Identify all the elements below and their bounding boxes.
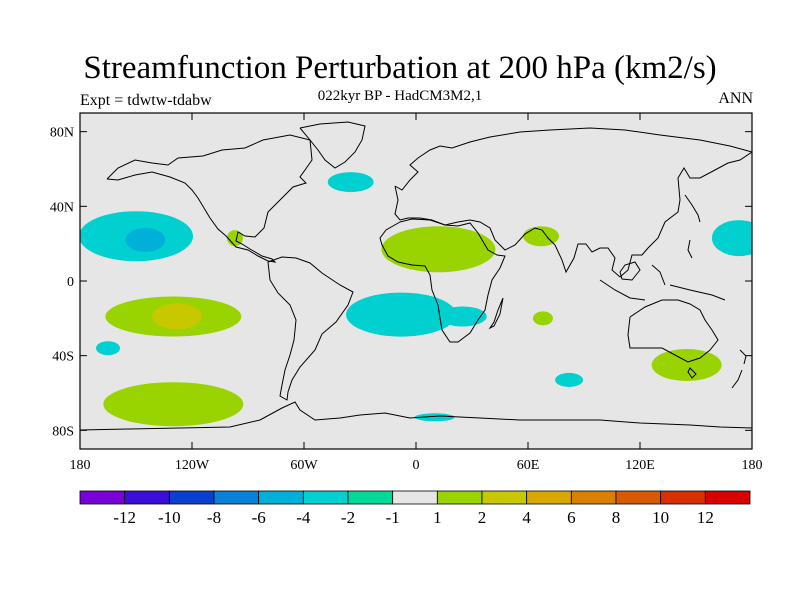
x-tick-label: 120E (625, 458, 655, 473)
x-tick-label: 180 (70, 458, 91, 473)
colorbar-bin (570, 490, 617, 505)
anomaly-southern-ocean-pacific (103, 382, 244, 427)
colorbar-bin (392, 490, 438, 505)
anomaly-north-pacific-core (125, 227, 166, 252)
anomaly-north-atlantic (327, 172, 374, 193)
colorbar-label: 12 (697, 508, 714, 527)
colorbar-bin (124, 490, 170, 505)
colorbar-label: -2 (341, 508, 355, 527)
anomaly-south-pacific-west (96, 341, 120, 356)
coastline-africa (379, 218, 506, 343)
anomaly-arabia-india (523, 226, 560, 247)
colorbar-bin (704, 490, 751, 505)
anomaly-antarctic-coast (414, 413, 455, 422)
y-tick-label: 40S (52, 350, 74, 365)
anomaly-north-africa (381, 226, 496, 273)
x-tick-label: 60E (517, 458, 540, 473)
colorbar-label: -12 (113, 508, 136, 527)
coastline-greenland (299, 121, 366, 169)
colorbar-bin (660, 490, 706, 505)
colorbar-label: -6 (252, 508, 266, 527)
y-tick-label: 40N (50, 200, 74, 215)
colorbar-bin (213, 490, 260, 505)
coastline-japan (684, 194, 701, 259)
chart-subtitle: 022kyr BP - HadCM3M2,1 (317, 88, 483, 104)
coastline-australia (627, 299, 719, 363)
colorbar-label: 2 (478, 508, 487, 527)
colorbar-bin (258, 490, 304, 505)
colorbar-bin (481, 490, 528, 505)
colorbar: -12 -10 -8 -6 -4 -2 -1 1 2 4 6 8 10 12 (79, 490, 751, 527)
coastline-north-america (106, 134, 313, 263)
colorbar-bin (168, 490, 215, 505)
colorbar-label: 10 (652, 508, 669, 527)
y-tick-label: 80N (50, 126, 74, 141)
y-tick-label: 80S (52, 424, 74, 439)
experiment-label: Expt = tdwtw-tdabw (80, 92, 212, 109)
anomaly-layer (80, 172, 752, 427)
x-tick-label: 0 (413, 458, 420, 473)
colorbar-bin (302, 490, 349, 505)
coastline-maritime-continent (599, 261, 726, 301)
coastline-tasmania (687, 367, 697, 379)
colorbar-label: 8 (612, 508, 621, 527)
colorbar-label: 6 (567, 508, 576, 527)
coastline-madagascar (488, 297, 504, 330)
colorbar-label: -4 (296, 508, 311, 527)
coastline-eurasia (394, 127, 752, 278)
anomaly-south-indian-ocean (555, 372, 584, 387)
anomaly-southeast-australia (651, 349, 722, 381)
colorbar-bin (79, 490, 126, 505)
colorbar-label: -10 (158, 508, 181, 527)
colorbar-label: 4 (522, 508, 531, 527)
x-tick-label: 120W (175, 458, 210, 473)
y-tick-label: 0 (67, 275, 74, 290)
coastline-south-america (267, 256, 354, 401)
anomaly-south-africa-east (438, 306, 487, 327)
season-label: ANN (718, 90, 753, 107)
colorbar-label: 1 (433, 508, 442, 527)
x-tick-label: 60W (290, 458, 318, 473)
anomaly-south-atlantic (346, 292, 457, 337)
anomaly-indian-ocean (532, 311, 553, 326)
x-tick-label: 180 (742, 458, 763, 473)
coastline-layer (80, 121, 752, 431)
colorbar-bin (615, 490, 662, 505)
coastline-antarctica (80, 401, 752, 431)
colorbar-bin (526, 490, 572, 505)
anomaly-west-pacific (711, 220, 752, 257)
chart-title: Streamfunction Perturbation at 200 hPa (… (83, 50, 717, 86)
colorbar-label: -8 (207, 508, 221, 527)
axis-layer: 80N 40N 0 40S 80S 180 120W 60W 0 60E 120E 180 (50, 113, 763, 473)
colorbar-bin (436, 490, 483, 505)
colorbar-bin (347, 490, 394, 505)
anomaly-south-pacific-core (152, 303, 203, 330)
colorbar-label: -1 (386, 508, 400, 527)
